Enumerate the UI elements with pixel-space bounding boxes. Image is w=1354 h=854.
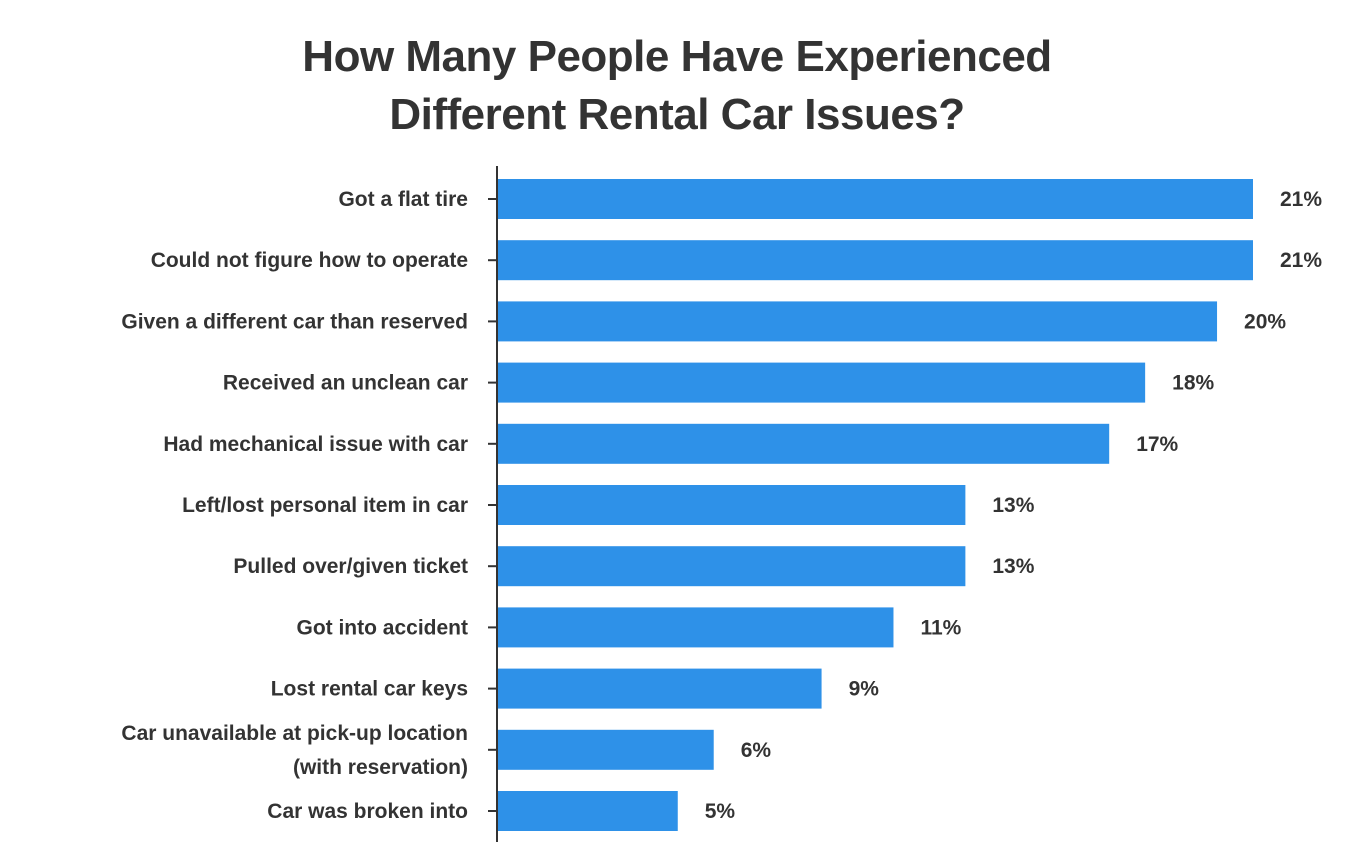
bars-layer [498, 179, 1253, 831]
category-label-8: Lost rental car keys [271, 678, 468, 701]
bar-10 [498, 791, 678, 831]
category-label-7: Got into accident [296, 616, 468, 639]
bar-8 [498, 668, 822, 709]
category-label-9-line-0: Car unavailable at pick-up location [121, 722, 468, 745]
ticks-layer [488, 198, 497, 812]
value-label-4: 17% [1136, 433, 1178, 456]
bar-2 [498, 301, 1218, 342]
category-label-10: Car was broken into [267, 800, 468, 823]
value-label-1: 21% [1280, 249, 1322, 272]
category-label-0: Got a flat tire [338, 188, 468, 211]
value-label-6: 13% [992, 555, 1034, 578]
category-label-9-line-1: (with reservation) [293, 756, 468, 779]
chart-title-line-1: How Many People Have Experienced [302, 32, 1052, 81]
category-label-2: Given a different car than reserved [121, 310, 468, 333]
category-label-4: Had mechanical issue with car [163, 433, 468, 456]
chart-title-line-2: Different Rental Car Issues? [389, 90, 965, 139]
bar-6 [498, 546, 966, 587]
value-label-9: 6% [741, 739, 772, 762]
bar-3 [498, 362, 1146, 403]
bar-0 [498, 179, 1253, 219]
value-labels: 21% 21% 20% 18% 17% 13% 13% 11% 9% 6% 5% [705, 188, 1323, 823]
category-label-5: Left/lost personal item in car [182, 494, 468, 517]
value-label-3: 18% [1172, 372, 1214, 395]
category-label-6: Pulled over/given ticket [233, 555, 468, 578]
value-label-8: 9% [849, 678, 880, 701]
value-label-7: 11% [920, 616, 961, 639]
bar-4 [498, 423, 1110, 464]
value-label-10: 5% [705, 800, 736, 823]
value-label-0: 21% [1280, 188, 1322, 211]
category-label-1: Could not figure how to operate [151, 249, 468, 272]
bar-9 [498, 729, 714, 770]
category-label-3: Received an unclean car [223, 372, 468, 395]
category-labels: Got a flat tire Could not figure how to o… [121, 188, 468, 823]
bar-1 [498, 240, 1253, 281]
bar-7 [498, 607, 894, 648]
chart-title: How Many People Have Experienced Differe… [0, 28, 1354, 144]
bar-5 [498, 485, 966, 525]
value-label-5: 13% [992, 494, 1034, 517]
value-label-2: 20% [1244, 310, 1286, 333]
